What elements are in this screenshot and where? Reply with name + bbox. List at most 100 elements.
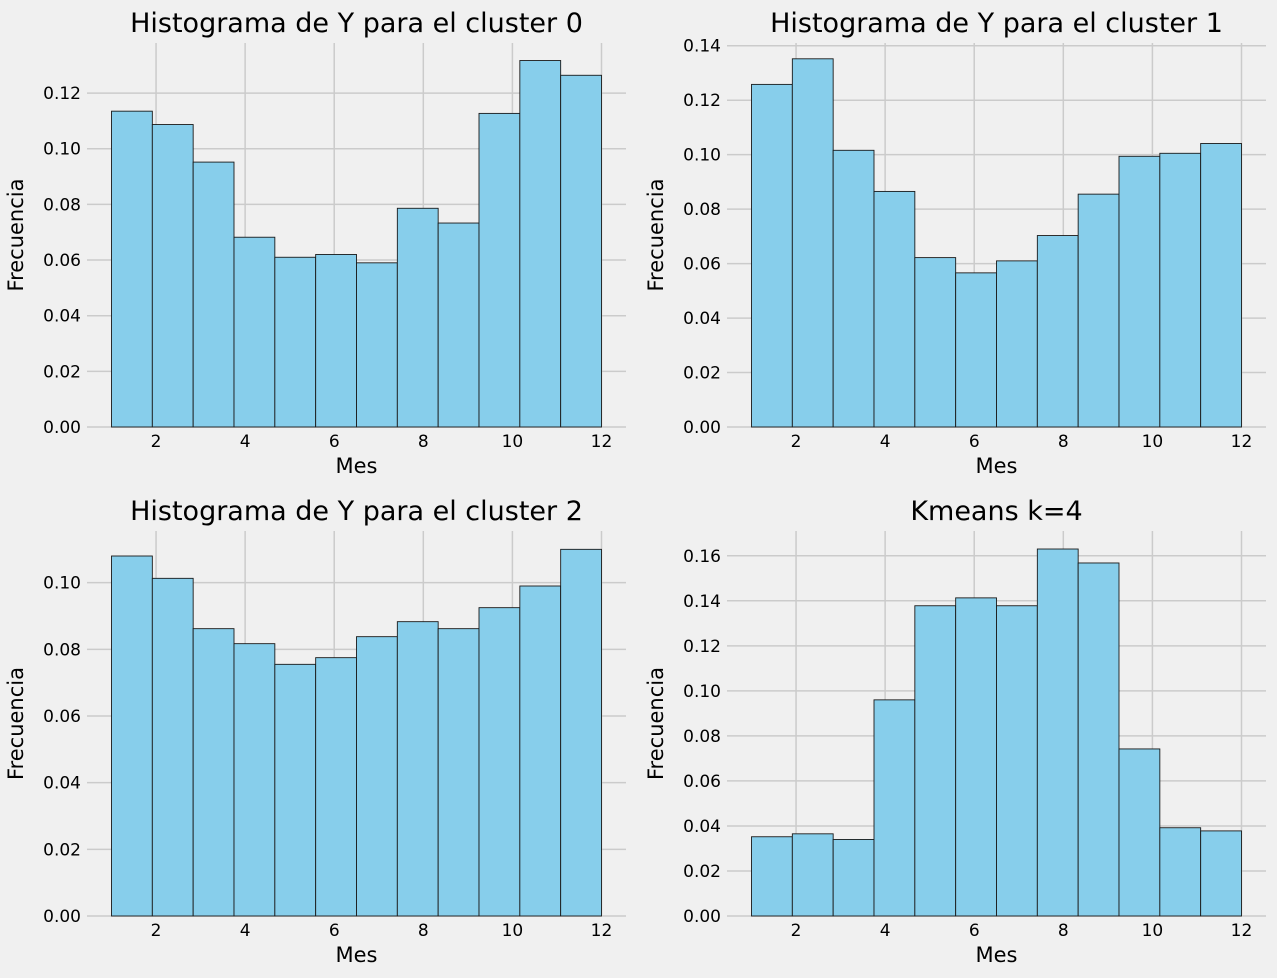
y-tick-label: 0.04	[43, 774, 81, 794]
histogram-bar	[315, 657, 357, 917]
x-tick-label: 8	[418, 432, 429, 452]
x-tick-label: 12	[1231, 921, 1253, 941]
histogram-bar	[233, 236, 276, 428]
chart-title: Histograma de Y para el cluster 2	[130, 496, 583, 527]
histogram-bar	[1036, 548, 1079, 917]
x-tick-label: 6	[329, 921, 340, 941]
histogram-bar	[192, 628, 235, 917]
histogram-bar	[1077, 562, 1120, 917]
y-tick-label: 0.06	[683, 772, 721, 792]
chart-title: Histograma de Y para el cluster 1	[770, 8, 1223, 39]
x-axis-label: Mes	[976, 454, 1018, 478]
y-tick-label: 0.00	[43, 418, 81, 438]
x-tick-label: 2	[151, 432, 162, 452]
y-tick-label: 0.00	[43, 907, 81, 927]
histogram-bar	[955, 272, 997, 428]
x-axis-label: Mes	[336, 943, 378, 967]
histogram-bar	[914, 257, 957, 428]
chart-panel-1: 0.00 0.02 0.04 0.06 0.08 0.10 0.12 0.14 2 4 6 8 10 12…	[644, 8, 1266, 478]
y-tick-label: 0.08	[683, 200, 721, 220]
y-axis-label: Frecuencia	[644, 179, 668, 292]
x-tick-label: 12	[591, 432, 613, 452]
histogram-bar	[751, 83, 793, 428]
histogram-bar	[396, 207, 439, 428]
x-tick-label: 12	[1231, 432, 1253, 452]
chart-panel-0: 0.00 0.02 0.04 0.06 0.08 0.10 0.12 2 4 6 8 10 12 Mes F…	[4, 8, 626, 478]
y-tick-label: 0.06	[683, 255, 721, 275]
histogram-bar	[751, 836, 793, 917]
histogram-bar	[1118, 748, 1161, 917]
histogram-bar	[111, 555, 153, 917]
y-tick-label: 0.02	[43, 840, 81, 860]
histogram-bar	[560, 74, 602, 428]
x-axis-label: Mes	[336, 454, 378, 478]
histogram-bar	[111, 110, 153, 428]
y-tick-label: 0.04	[43, 307, 81, 327]
histogram-bar	[519, 585, 562, 917]
x-tick-label: 2	[151, 921, 162, 941]
x-tick-label: 8	[1058, 921, 1069, 941]
chart-title: Histograma de Y para el cluster 0	[130, 8, 583, 39]
x-tick-label: 4	[880, 921, 891, 941]
histogram-bar	[478, 112, 521, 428]
histogram-bar	[274, 256, 317, 428]
y-tick-label: 0.02	[683, 364, 721, 384]
histogram-bar	[356, 636, 398, 917]
histogram-bar	[1200, 830, 1242, 917]
histogram-bar	[151, 577, 194, 917]
histogram-bar	[832, 839, 875, 917]
histogram-bar	[791, 58, 834, 428]
histogram-bar	[832, 149, 875, 428]
x-axis-label: Mes	[976, 943, 1018, 967]
x-tick-label: 10	[1142, 432, 1164, 452]
x-tick-label: 10	[502, 432, 524, 452]
x-tick-label: 2	[791, 432, 802, 452]
histogram-bar	[996, 605, 1038, 917]
histogram-bar	[1200, 143, 1242, 428]
y-tick-label: 0.02	[683, 862, 721, 882]
y-tick-label: 0.10	[43, 140, 81, 160]
y-tick-label: 0.14	[683, 592, 721, 612]
histogram-bar	[1159, 152, 1202, 428]
y-tick-label: 0.08	[683, 727, 721, 747]
y-tick-label: 0.10	[683, 146, 721, 166]
histogram-bar	[1118, 155, 1161, 428]
histogram-bar	[955, 597, 997, 917]
y-tick-label: 0.02	[43, 362, 81, 382]
histogram-bar	[873, 699, 916, 917]
y-tick-label: 0.10	[683, 682, 721, 702]
histogram-bar	[151, 124, 194, 428]
y-tick-label: 0.04	[683, 817, 721, 837]
y-tick-label: 0.12	[683, 91, 721, 111]
histogram-bar	[996, 260, 1038, 428]
histogram-bar	[274, 663, 317, 917]
y-tick-label: 0.04	[683, 309, 721, 329]
histogram-bar	[478, 607, 521, 917]
histogram-bar	[315, 254, 357, 428]
y-tick-label: 0.06	[43, 251, 81, 271]
histogram-bar	[396, 621, 439, 917]
x-tick-label: 2	[791, 921, 802, 941]
histogram-bar	[914, 605, 957, 917]
histogram-bar	[1077, 193, 1120, 428]
y-tick-label: 0.08	[43, 195, 81, 215]
x-tick-label: 12	[591, 921, 613, 941]
histogram-bar	[519, 60, 562, 428]
y-axis-label: Frecuencia	[644, 667, 668, 780]
histogram-bar	[1159, 827, 1202, 917]
histogram-bar	[233, 643, 276, 917]
chart-panel-3: 0.00 0.02 0.04 0.06 0.08 0.10 0.12 0.14 0.16 2 4 6 8…	[644, 496, 1266, 967]
histogram-bar	[873, 190, 916, 428]
x-tick-label: 6	[969, 921, 980, 941]
x-tick-label: 10	[1142, 921, 1164, 941]
y-tick-label: 0.00	[683, 418, 721, 438]
histogram-bar	[560, 548, 602, 917]
x-tick-label: 8	[1058, 432, 1069, 452]
chart-panel-2: 0.00 0.02 0.04 0.06 0.08 0.10 2 4 6 8 10 12 Mes Frecu…	[4, 496, 626, 967]
x-tick-label: 4	[240, 432, 251, 452]
y-tick-label: 0.12	[683, 637, 721, 657]
y-tick-label: 0.14	[683, 37, 721, 57]
x-tick-label: 6	[329, 432, 340, 452]
histogram-bar	[1036, 235, 1079, 428]
